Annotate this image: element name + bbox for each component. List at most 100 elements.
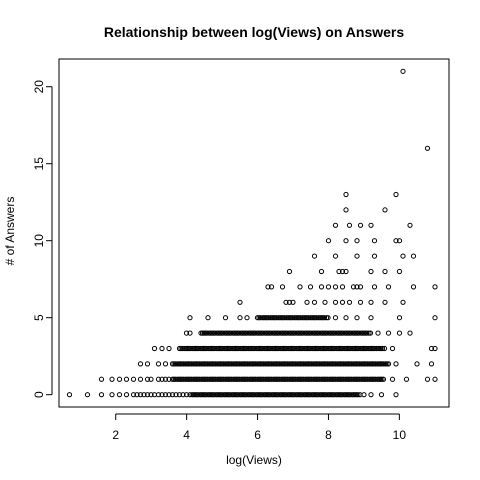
data-point	[316, 330, 322, 336]
data-point	[109, 376, 115, 382]
data-point	[403, 376, 410, 382]
plot-frame	[58, 58, 450, 408]
data-point	[380, 376, 387, 382]
data-point	[227, 345, 234, 352]
data-point	[380, 361, 387, 367]
data-point	[275, 392, 281, 398]
data-point	[357, 284, 364, 290]
data-point	[354, 315, 360, 321]
data-point	[228, 330, 234, 336]
data-point	[66, 392, 73, 398]
data-point	[340, 376, 347, 382]
data-point	[368, 299, 374, 305]
data-point	[172, 376, 179, 382]
data-point	[283, 392, 289, 398]
data-point	[332, 284, 339, 290]
data-point	[396, 315, 403, 321]
data-point	[292, 376, 299, 382]
data-point	[308, 376, 315, 382]
data-point	[385, 284, 392, 290]
data-point	[195, 392, 201, 398]
data-point	[176, 392, 183, 398]
data-point	[220, 376, 227, 382]
data-point	[260, 376, 267, 382]
data-point	[259, 392, 265, 398]
data-point	[305, 315, 312, 321]
data-point	[400, 253, 406, 259]
data-point	[212, 376, 219, 382]
data-point	[187, 330, 193, 336]
data-point	[339, 392, 345, 398]
data-point	[265, 284, 271, 290]
data-point	[354, 238, 360, 244]
data-point	[166, 376, 172, 382]
data-point	[343, 207, 349, 213]
data-point	[162, 392, 169, 398]
data-point	[432, 284, 438, 290]
data-point	[212, 330, 218, 336]
data-point	[343, 238, 349, 244]
data-point	[323, 345, 330, 352]
data-point	[297, 284, 303, 290]
data-point	[379, 345, 386, 352]
data-point	[180, 392, 186, 398]
data-point	[187, 392, 193, 398]
data-point	[332, 376, 339, 382]
data-point	[385, 330, 392, 336]
data-point	[284, 330, 290, 336]
data-point	[219, 345, 226, 352]
data-point	[331, 345, 338, 352]
data-point	[331, 392, 337, 398]
data-point	[322, 299, 328, 305]
data-point	[364, 376, 371, 382]
data-point	[162, 376, 169, 382]
data-point	[236, 330, 242, 336]
data-point	[339, 268, 346, 275]
data-point	[343, 315, 349, 321]
data-point	[237, 315, 243, 321]
data-point	[368, 222, 374, 228]
data-point	[162, 361, 169, 367]
data-point	[98, 392, 105, 398]
data-point	[268, 330, 274, 336]
data-point	[166, 392, 172, 398]
data-point	[382, 207, 388, 213]
data-point	[188, 361, 195, 367]
data-point	[385, 361, 392, 367]
data-point	[130, 392, 137, 398]
data-point	[252, 330, 258, 336]
data-point	[116, 392, 123, 398]
data-point	[98, 376, 105, 382]
data-point	[243, 392, 249, 398]
data-point	[367, 330, 374, 336]
data-point	[343, 268, 349, 275]
data-point	[428, 345, 435, 352]
data-point	[368, 392, 374, 398]
data-point	[343, 191, 349, 198]
data-point	[368, 268, 374, 275]
data-point	[332, 253, 339, 259]
data-point	[372, 361, 379, 367]
data-point	[172, 361, 179, 367]
data-point	[371, 238, 378, 244]
data-point	[235, 345, 242, 352]
data-point	[318, 268, 325, 275]
data-point	[393, 392, 399, 398]
data-point	[316, 376, 323, 382]
data-point	[268, 376, 275, 382]
data-point	[315, 392, 321, 398]
data-point	[276, 376, 283, 382]
data-point	[205, 315, 211, 321]
data-point	[276, 361, 283, 367]
data-point	[325, 284, 332, 290]
data-point	[378, 392, 385, 398]
data-point	[116, 376, 123, 382]
data-point	[389, 376, 396, 382]
data-point	[183, 392, 190, 398]
data-point	[382, 268, 388, 275]
data-point	[396, 238, 403, 244]
data-point	[228, 376, 235, 382]
data-point	[212, 361, 219, 367]
data-point	[371, 284, 378, 290]
